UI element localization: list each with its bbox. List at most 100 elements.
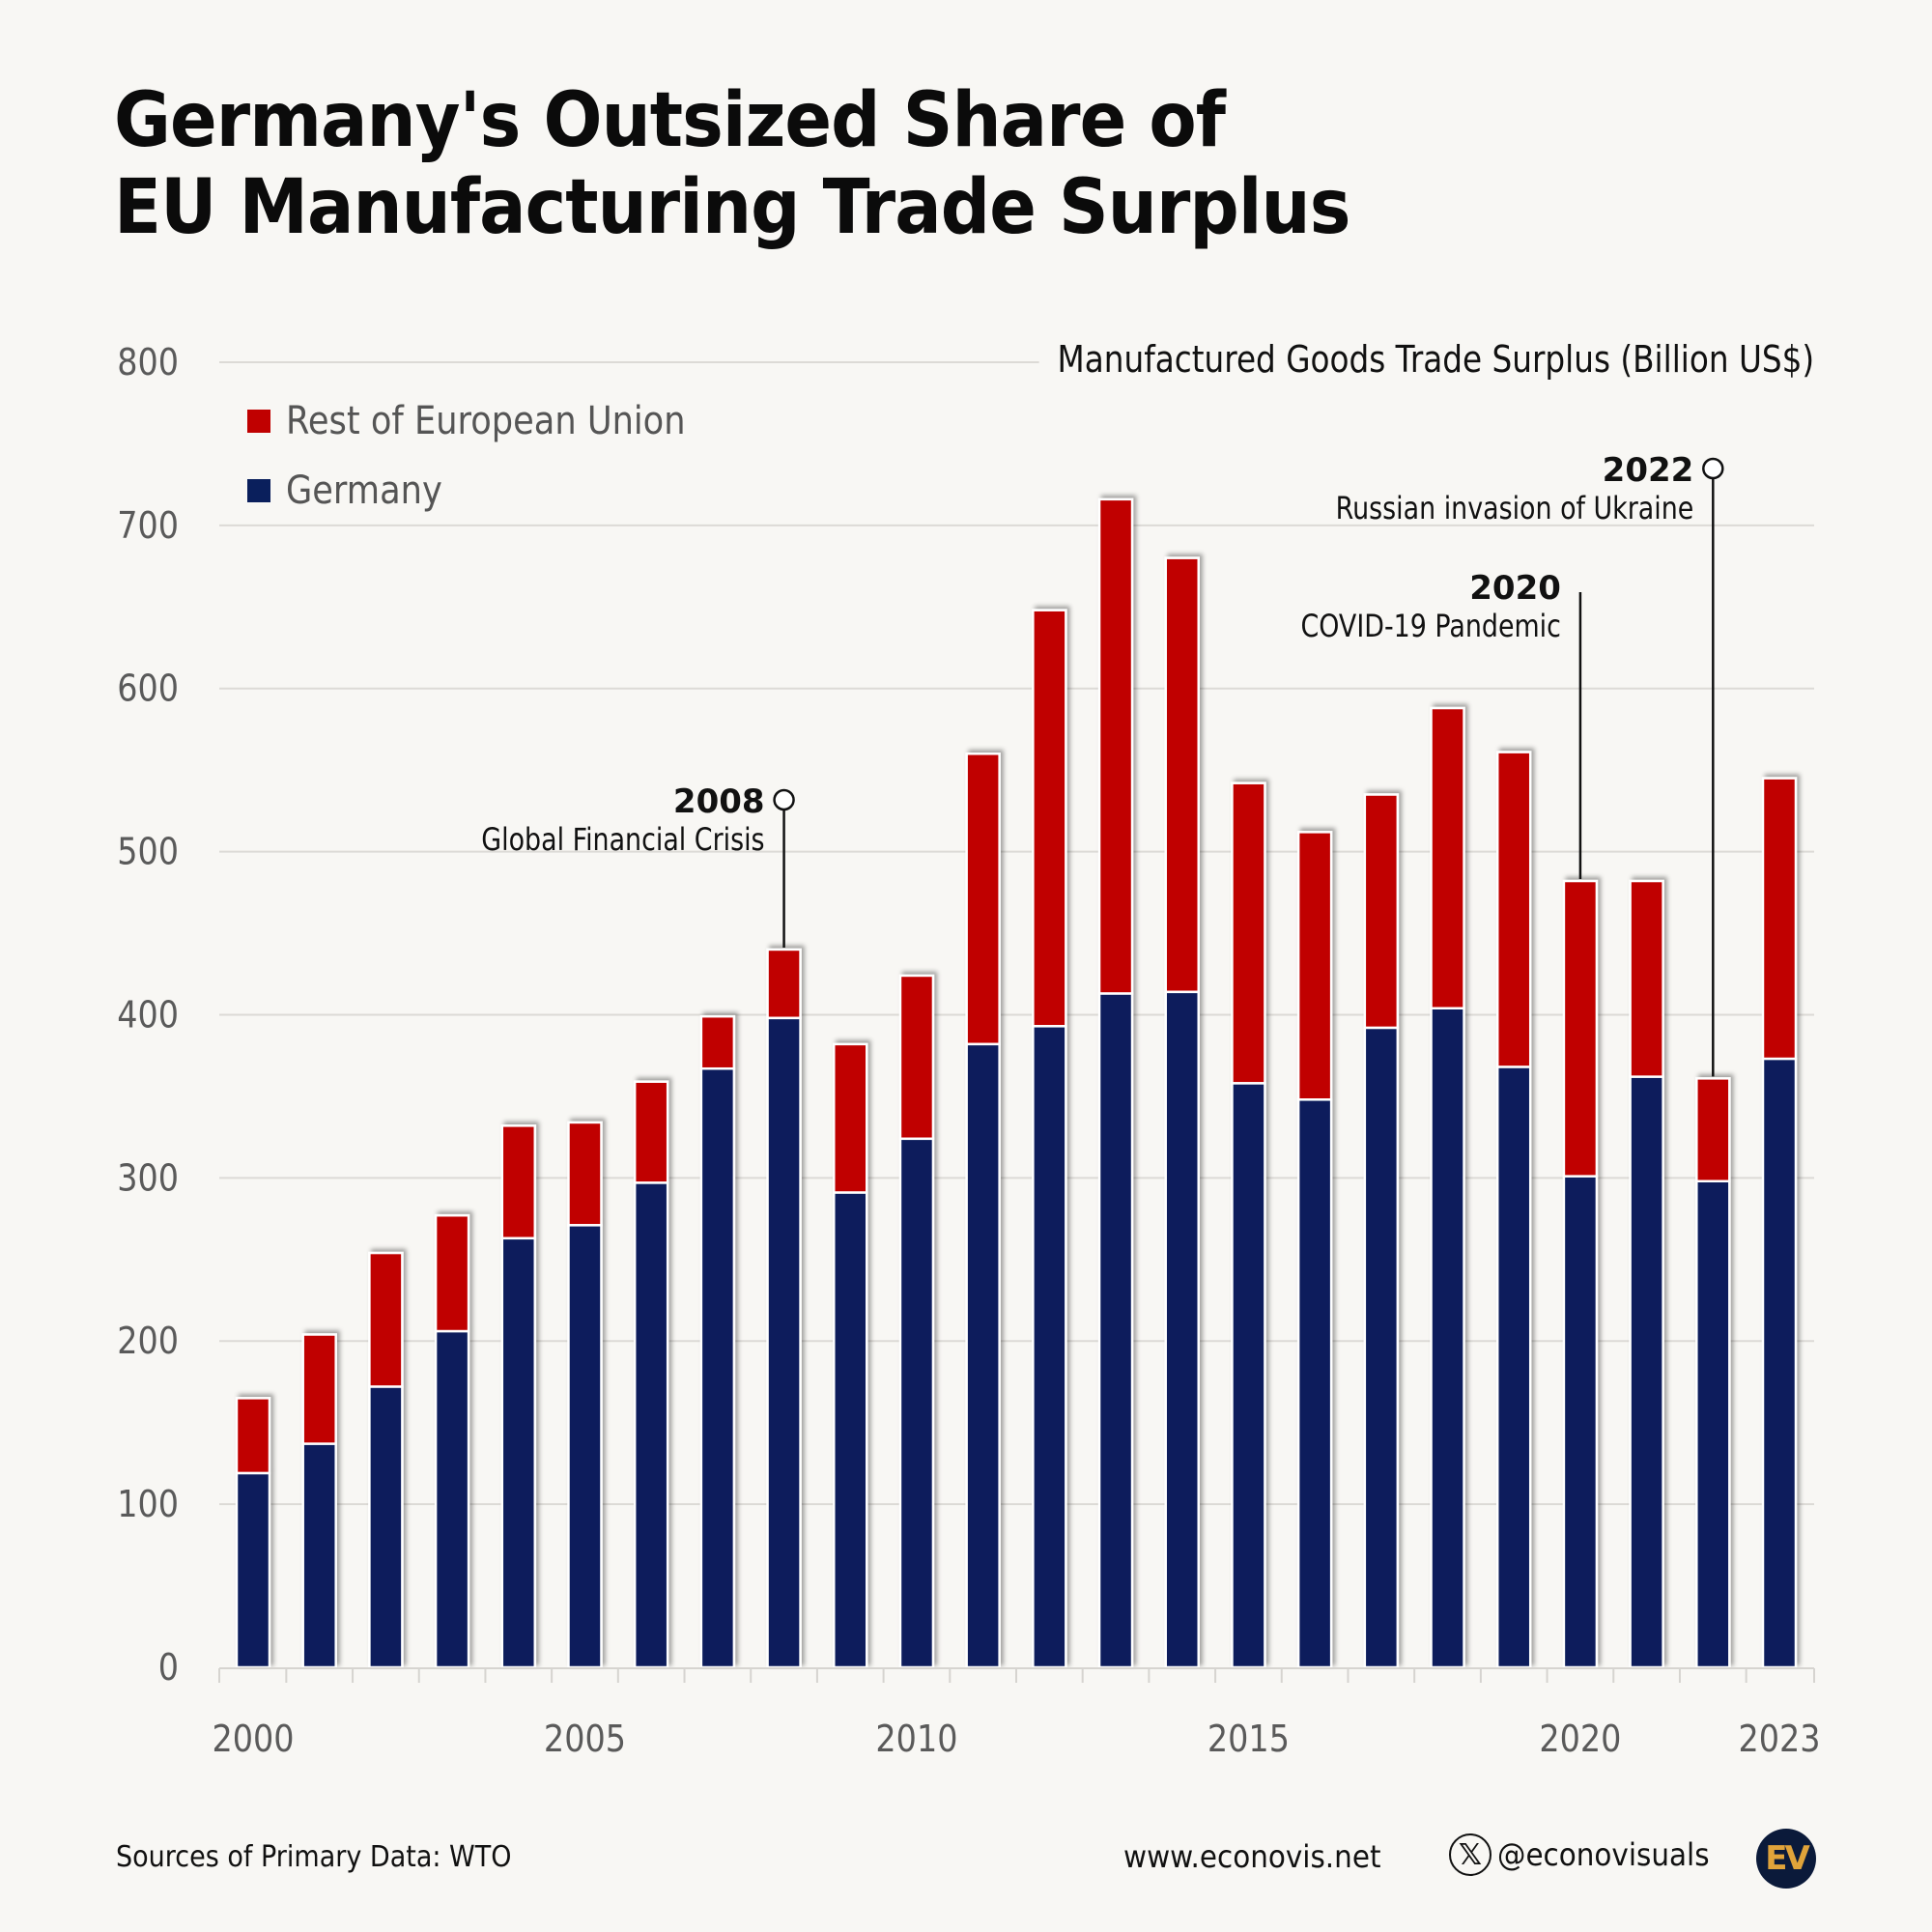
bar-group-2020: [1562, 879, 1599, 1669]
bar-group-2015: [1231, 781, 1266, 1669]
bar-rest-of-eu-2014: [1164, 556, 1200, 994]
bar-rest-of-eu-2022: [1695, 1077, 1731, 1183]
bar-germany-2007: [699, 1066, 736, 1669]
social-handle[interactable]: 𝕏 @econovisuals: [1449, 1833, 1728, 1876]
bar-rest-of-eu-2023: [1761, 777, 1798, 1061]
website-link[interactable]: www.econovis.net: [1123, 1838, 1381, 1875]
x-axis: 2000 2005 2010 2015 2020 2023: [212, 1667, 1821, 1761]
bar-group-2009: [833, 1042, 868, 1669]
y-axis-ticks: 0 100 200 300 400 500 600 700 800: [117, 342, 179, 1690]
chart-title: Germany's Outsized Share of EU Manufactu…: [114, 77, 1350, 251]
y-tick-label-200: 200: [117, 1321, 179, 1363]
bar-group-2022: [1695, 1077, 1731, 1669]
annotation-marker-2022: [1702, 457, 1724, 480]
bar-rest-of-eu-2005: [567, 1121, 603, 1227]
x-logo-icon: 𝕏: [1449, 1833, 1492, 1876]
annotation-year-2008: 2008: [673, 782, 765, 821]
bar-germany-2016: [1296, 1098, 1333, 1669]
bar-group-2017: [1363, 793, 1400, 1669]
bar-group-2023: [1761, 777, 1798, 1669]
bar-rest-of-eu-2002: [368, 1251, 404, 1388]
bar-germany-2009: [833, 1191, 868, 1669]
legend-swatch-germany: [247, 479, 270, 502]
bar-rest-of-eu-2008: [766, 948, 802, 1020]
bar-group-2001: [301, 1333, 337, 1669]
bar-rest-of-eu-2007: [699, 1014, 736, 1070]
bar-group-2014: [1164, 556, 1200, 1669]
bar-germany-2001: [301, 1442, 337, 1669]
bar-group-2006: [633, 1080, 669, 1669]
bar-germany-2023: [1761, 1057, 1798, 1669]
bar-group-2013: [1097, 497, 1134, 1669]
bar-germany-2017: [1363, 1026, 1400, 1669]
title-line-2: EU Manufacturing Trade Surplus: [114, 164, 1350, 251]
bar-germany-2015: [1231, 1082, 1266, 1669]
bar-rest-of-eu-2018: [1430, 706, 1465, 1009]
bar-rest-of-eu-2011: [965, 753, 1001, 1046]
y-tick-label-800: 800: [117, 342, 179, 384]
bar-germany-2006: [633, 1181, 669, 1669]
bar-rest-of-eu-2020: [1562, 879, 1599, 1178]
bar-rest-of-eu-2006: [633, 1080, 669, 1184]
x-tick-label-2020: 2020: [1539, 1719, 1621, 1761]
bar-germany-2021: [1629, 1075, 1664, 1669]
bar-germany-2000: [235, 1471, 271, 1669]
x-tick-label-2015: 2015: [1208, 1719, 1290, 1761]
legend-label-rest-of-eu: Rest of European Union: [286, 399, 686, 443]
bar-group-2016: [1296, 831, 1333, 1669]
x-tick-label-2023: 2023: [1738, 1719, 1820, 1761]
bar-germany-2012: [1032, 1025, 1067, 1669]
bar-group-2003: [434, 1213, 470, 1669]
bar-germany-2005: [567, 1224, 603, 1669]
bar-group-2008: [766, 948, 802, 1669]
bar-group-2007: [699, 1014, 736, 1669]
x-tick-label-2000: 2000: [212, 1719, 294, 1761]
source-note: Sources of Primary Data: WTO: [116, 1840, 512, 1874]
bar-rest-of-eu-2016: [1296, 831, 1333, 1101]
legend-item-rest-of-eu: Rest of European Union: [247, 386, 740, 456]
bar-group-2019: [1495, 751, 1532, 1669]
bar-germany-2010: [898, 1137, 935, 1669]
bar-germany-2008: [766, 1016, 802, 1669]
x-tick-label-2005: 2005: [544, 1719, 626, 1761]
bar-group-2004: [500, 1124, 537, 1669]
annotation-label-2020: COVID-19 Pandemic: [1300, 609, 1560, 644]
bar-rest-of-eu-2010: [898, 974, 935, 1141]
legend: Rest of European Union Germany: [247, 386, 740, 526]
y-tick-label-0: 0: [158, 1647, 179, 1690]
y-tick-label-100: 100: [117, 1484, 179, 1526]
y-tick-label-500: 500: [117, 832, 179, 874]
annotation-year-2020: 2020: [1469, 569, 1561, 608]
annotation-label-2008: Global Financial Crisis: [481, 822, 764, 858]
annotation-year-2022: 2022: [1603, 451, 1694, 490]
bar-rest-of-eu-2012: [1032, 609, 1067, 1028]
y-tick-label-600: 600: [117, 668, 179, 711]
x-tick-label-2010: 2010: [875, 1719, 957, 1761]
y-tick-label-700: 700: [117, 505, 179, 548]
bar-rest-of-eu-2017: [1363, 793, 1400, 1030]
bar-rest-of-eu-2021: [1629, 879, 1664, 1078]
bar-group-2018: [1430, 706, 1465, 1669]
bar-germany-2014: [1164, 990, 1200, 1669]
bar-germany-2022: [1695, 1179, 1731, 1669]
bar-group-2000: [235, 1397, 271, 1669]
legend-label-germany: Germany: [286, 469, 442, 513]
legend-item-germany: Germany: [247, 456, 740, 526]
bar-rest-of-eu-2019: [1495, 751, 1532, 1068]
bar-rest-of-eu-2003: [434, 1213, 470, 1333]
bar-rest-of-eu-2009: [833, 1042, 868, 1194]
bar-group-2002: [368, 1251, 404, 1669]
bar-germany-2004: [500, 1236, 537, 1669]
bar-germany-2019: [1495, 1065, 1532, 1669]
bar-rest-of-eu-2013: [1097, 497, 1134, 995]
bar-germany-2018: [1430, 1007, 1465, 1669]
bar-group-2005: [567, 1121, 603, 1669]
bar-germany-2020: [1562, 1175, 1599, 1669]
chart-subtitle: Manufactured Goods Trade Surplus (Billio…: [1038, 338, 1814, 381]
bar-rest-of-eu-2001: [301, 1333, 337, 1445]
